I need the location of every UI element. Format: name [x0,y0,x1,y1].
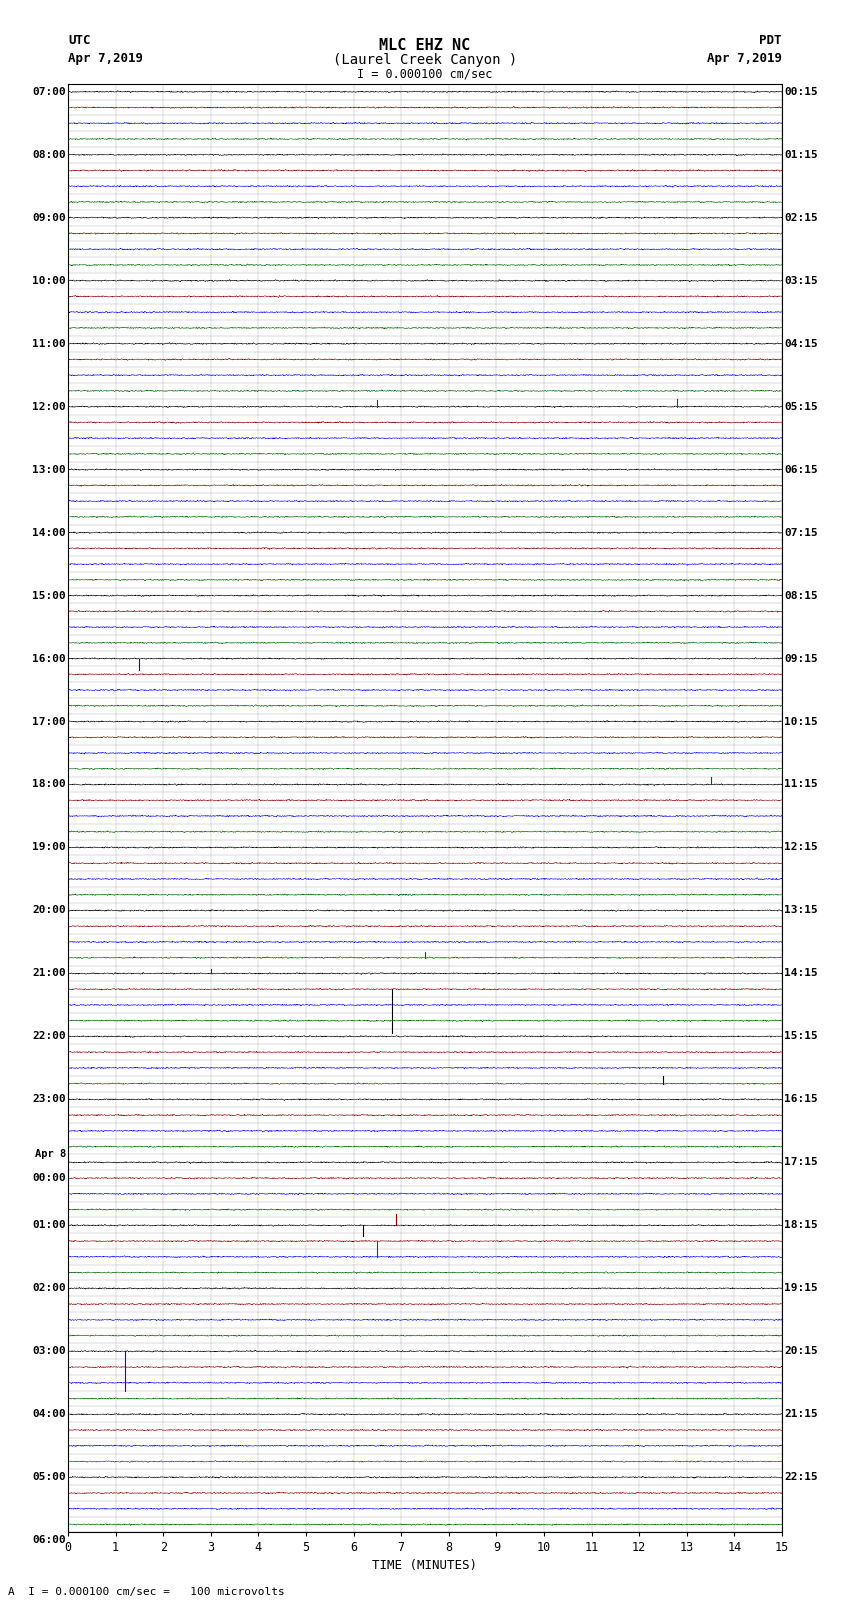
X-axis label: TIME (MINUTES): TIME (MINUTES) [372,1558,478,1571]
Text: Apr 8: Apr 8 [35,1150,65,1160]
Text: 14:15: 14:15 [785,968,818,979]
Text: 01:00: 01:00 [32,1221,65,1231]
Text: 01:15: 01:15 [785,150,818,160]
Text: 16:15: 16:15 [785,1094,818,1105]
Text: 15:00: 15:00 [32,590,65,600]
Text: 21:15: 21:15 [785,1410,818,1419]
Text: 11:15: 11:15 [785,779,818,789]
Text: 10:00: 10:00 [32,276,65,286]
Text: 15:15: 15:15 [785,1031,818,1042]
Text: 09:15: 09:15 [785,653,818,663]
Text: 09:00: 09:00 [32,213,65,223]
Text: UTC: UTC [68,34,90,47]
Text: PDT: PDT [760,34,782,47]
Text: 05:15: 05:15 [785,402,818,411]
Text: 19:00: 19:00 [32,842,65,853]
Text: 07:00: 07:00 [32,87,65,97]
Text: 17:15: 17:15 [785,1158,818,1168]
Text: 20:00: 20:00 [32,905,65,916]
Text: 08:00: 08:00 [32,150,65,160]
Text: 06:15: 06:15 [785,465,818,474]
Text: 03:15: 03:15 [785,276,818,286]
Text: 05:00: 05:00 [32,1473,65,1482]
Text: 06:00: 06:00 [32,1536,65,1545]
Text: Apr 7,2019: Apr 7,2019 [707,52,782,65]
Text: 04:15: 04:15 [785,339,818,348]
Text: 22:15: 22:15 [785,1473,818,1482]
Text: A  I = 0.000100 cm/sec =   100 microvolts: A I = 0.000100 cm/sec = 100 microvolts [8,1587,286,1597]
Text: 11:00: 11:00 [32,339,65,348]
Text: 07:15: 07:15 [785,527,818,537]
Text: 12:00: 12:00 [32,402,65,411]
Text: 12:15: 12:15 [785,842,818,853]
Text: 04:00: 04:00 [32,1410,65,1419]
Text: 17:00: 17:00 [32,716,65,726]
Text: 19:15: 19:15 [785,1284,818,1294]
Text: 18:15: 18:15 [785,1221,818,1231]
Text: 00:00: 00:00 [32,1173,65,1182]
Text: 21:00: 21:00 [32,968,65,979]
Text: 23:00: 23:00 [32,1094,65,1105]
Text: Apr 7,2019: Apr 7,2019 [68,52,143,65]
Text: 14:00: 14:00 [32,527,65,537]
Text: 22:00: 22:00 [32,1031,65,1042]
Text: 02:00: 02:00 [32,1284,65,1294]
Text: 10:15: 10:15 [785,716,818,726]
Text: 13:15: 13:15 [785,905,818,916]
Text: (Laurel Creek Canyon ): (Laurel Creek Canyon ) [333,53,517,66]
Text: 03:00: 03:00 [32,1347,65,1357]
Text: I = 0.000100 cm/sec: I = 0.000100 cm/sec [357,68,493,81]
Text: 02:15: 02:15 [785,213,818,223]
Text: 00:15: 00:15 [785,87,818,97]
Text: 20:15: 20:15 [785,1347,818,1357]
Text: MLC EHZ NC: MLC EHZ NC [379,37,471,53]
Text: 08:15: 08:15 [785,590,818,600]
Text: 16:00: 16:00 [32,653,65,663]
Text: 13:00: 13:00 [32,465,65,474]
Text: 18:00: 18:00 [32,779,65,789]
